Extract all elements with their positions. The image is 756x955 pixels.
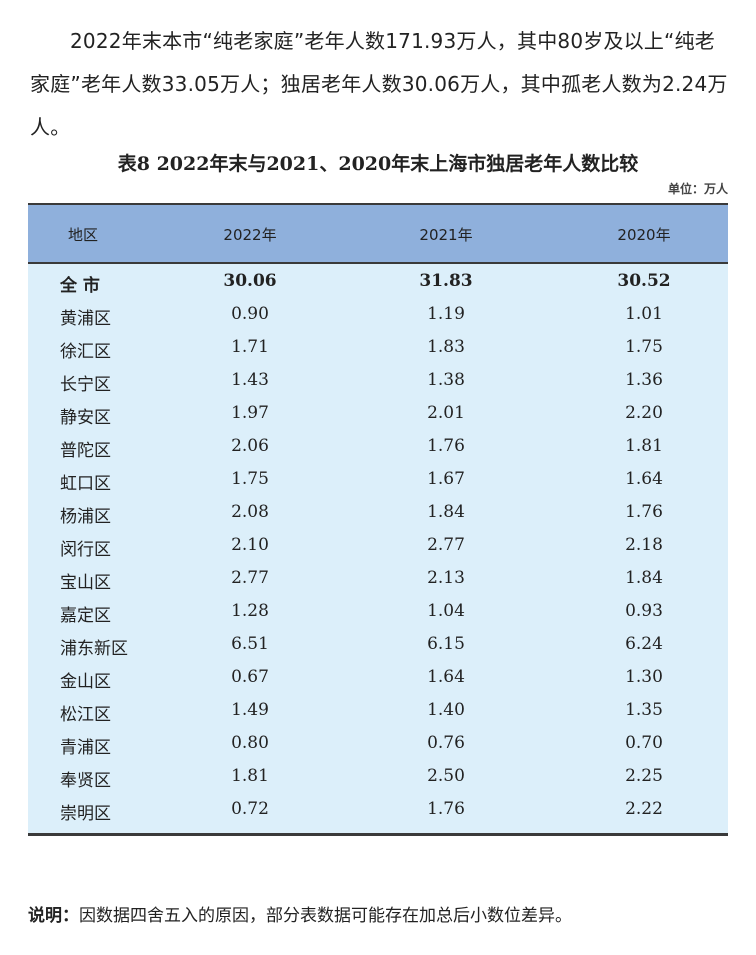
table-row: 徐汇区 1.71 1.83 1.75 bbox=[28, 331, 728, 364]
header-region: 地区 bbox=[68, 226, 99, 244]
cell-region: 虹口区 bbox=[60, 474, 111, 494]
cell-value-2022: 30.06 bbox=[223, 271, 277, 291]
cell-value-2020: 1.64 bbox=[625, 469, 663, 489]
table-row: 金山区 0.67 1.64 1.30 bbox=[28, 661, 728, 694]
cell-value-2022: 1.81 bbox=[231, 766, 269, 786]
cell-value-2021: 1.04 bbox=[427, 601, 465, 621]
cell-region: 徐汇区 bbox=[60, 342, 111, 362]
cell-value-2021: 1.64 bbox=[427, 667, 465, 687]
cell-region: 闵行区 bbox=[60, 540, 111, 560]
table-row: 静安区 1.97 2.01 2.20 bbox=[28, 397, 728, 430]
intro-paragraph: 2022年末本市“纯老家庭”老年人数171.93万人，其中80岁及以上“纯老家庭… bbox=[30, 29, 728, 139]
cell-value-2020: 1.81 bbox=[625, 436, 663, 456]
cell-value-2020: 1.84 bbox=[625, 568, 663, 588]
cell-value-2021: 31.83 bbox=[419, 271, 473, 291]
cell-value-2022: 1.75 bbox=[231, 469, 269, 489]
cell-region: 宝山区 bbox=[60, 573, 111, 593]
cell-value-2021: 1.76 bbox=[427, 799, 465, 819]
table-row: 闵行区 2.10 2.77 2.18 bbox=[28, 529, 728, 562]
cell-value-2022: 1.71 bbox=[231, 337, 269, 357]
table-row: 崇明区 0.72 1.76 2.22 bbox=[28, 793, 728, 826]
note-text: 因数据四舍五入的原因，部分表数据可能存在加总后小数位差异。 bbox=[79, 906, 572, 926]
table-title: 表8 2022年末与2021、2020年末上海市独居老年人数比较 bbox=[117, 153, 639, 175]
cell-value-2022: 6.51 bbox=[231, 634, 269, 654]
cell-value-2020: 2.18 bbox=[625, 535, 663, 555]
cell-value-2022: 2.08 bbox=[231, 502, 269, 522]
cell-value-2022: 1.28 bbox=[231, 601, 269, 621]
cell-value-2021: 2.50 bbox=[427, 766, 465, 786]
cell-value-2021: 6.15 bbox=[427, 634, 465, 654]
cell-region: 松江区 bbox=[60, 705, 111, 725]
table-row: 黄浦区 0.90 1.19 1.01 bbox=[28, 298, 728, 331]
cell-value-2020: 1.30 bbox=[625, 667, 663, 687]
table-row-total: 全 市 30.06 31.83 30.52 bbox=[28, 265, 728, 298]
cell-value-2020: 30.52 bbox=[617, 271, 671, 291]
note: 说明：因数据四舍五入的原因，部分表数据可能存在加总后小数位差异。 bbox=[28, 901, 572, 926]
cell-value-2021: 1.40 bbox=[427, 700, 465, 720]
cell-region: 普陀区 bbox=[60, 441, 111, 461]
cell-value-2020: 2.25 bbox=[625, 766, 663, 786]
header-2020: 2020年 bbox=[617, 226, 671, 244]
note-label: 说明： bbox=[28, 906, 79, 926]
cell-value-2022: 0.90 bbox=[231, 304, 269, 324]
cell-region: 崇明区 bbox=[60, 804, 111, 824]
cell-value-2022: 0.72 bbox=[231, 799, 269, 819]
cell-value-2020: 2.20 bbox=[625, 403, 663, 423]
cell-value-2022: 1.97 bbox=[231, 403, 269, 423]
cell-region: 金山区 bbox=[60, 672, 111, 692]
cell-value-2020: 6.24 bbox=[625, 634, 663, 654]
cell-value-2022: 1.49 bbox=[231, 700, 269, 720]
cell-region: 全 市 bbox=[60, 276, 100, 296]
cell-value-2021: 1.83 bbox=[427, 337, 465, 357]
cell-value-2022: 0.67 bbox=[231, 667, 269, 687]
table-row: 普陀区 2.06 1.76 1.81 bbox=[28, 430, 728, 463]
cell-region: 杨浦区 bbox=[60, 507, 111, 527]
cell-value-2020: 0.93 bbox=[625, 601, 663, 621]
cell-value-2021: 1.38 bbox=[427, 370, 465, 390]
cell-region: 黄浦区 bbox=[60, 309, 111, 329]
table-unit: 单位：万人 bbox=[667, 182, 728, 196]
cell-region: 嘉定区 bbox=[60, 606, 111, 626]
cell-value-2021: 1.76 bbox=[427, 436, 465, 456]
cell-value-2021: 1.19 bbox=[427, 304, 465, 324]
cell-value-2022: 2.06 bbox=[231, 436, 269, 456]
cell-value-2021: 1.84 bbox=[427, 502, 465, 522]
cell-value-2020: 1.75 bbox=[625, 337, 663, 357]
cell-value-2022: 2.77 bbox=[231, 568, 269, 588]
cell-region: 浦东新区 bbox=[60, 639, 128, 659]
table-row: 嘉定区 1.28 1.04 0.93 bbox=[28, 595, 728, 628]
cell-value-2021: 2.01 bbox=[427, 403, 465, 423]
table-row: 奉贤区 1.81 2.50 2.25 bbox=[28, 760, 728, 793]
cell-region: 长宁区 bbox=[60, 375, 111, 395]
cell-value-2021: 0.76 bbox=[427, 733, 465, 753]
table-row: 杨浦区 2.08 1.84 1.76 bbox=[28, 496, 728, 529]
cell-value-2020: 1.36 bbox=[625, 370, 663, 390]
cell-value-2021: 2.13 bbox=[427, 568, 465, 588]
cell-value-2020: 1.01 bbox=[625, 304, 663, 324]
table-header: 地区 2022年 2021年 2020年 bbox=[28, 205, 728, 264]
table-row: 青浦区 0.80 0.76 0.70 bbox=[28, 727, 728, 760]
header-2021: 2021年 bbox=[419, 226, 473, 244]
table-row: 松江区 1.49 1.40 1.35 bbox=[28, 694, 728, 727]
cell-value-2022: 1.43 bbox=[231, 370, 269, 390]
cell-value-2022: 2.10 bbox=[231, 535, 269, 555]
table-row: 虹口区 1.75 1.67 1.64 bbox=[28, 463, 728, 496]
cell-value-2021: 2.77 bbox=[427, 535, 465, 555]
table-row: 浦东新区 6.51 6.15 6.24 bbox=[28, 628, 728, 661]
header-2022: 2022年 bbox=[223, 226, 277, 244]
cell-value-2020: 0.70 bbox=[625, 733, 663, 753]
table-row: 长宁区 1.43 1.38 1.36 bbox=[28, 364, 728, 397]
cell-region: 青浦区 bbox=[60, 738, 111, 758]
table-row: 宝山区 2.77 2.13 1.84 bbox=[28, 562, 728, 595]
cell-region: 静安区 bbox=[60, 408, 111, 428]
cell-value-2020: 2.22 bbox=[625, 799, 663, 819]
cell-value-2022: 0.80 bbox=[231, 733, 269, 753]
data-table: 地区 2022年 2021年 2020年 全 市 30.06 31.83 30.52 黄… bbox=[28, 203, 728, 836]
cell-value-2021: 1.67 bbox=[427, 469, 465, 489]
cell-value-2020: 1.35 bbox=[625, 700, 663, 720]
cell-region: 奉贤区 bbox=[60, 771, 111, 791]
cell-value-2020: 1.76 bbox=[625, 502, 663, 522]
